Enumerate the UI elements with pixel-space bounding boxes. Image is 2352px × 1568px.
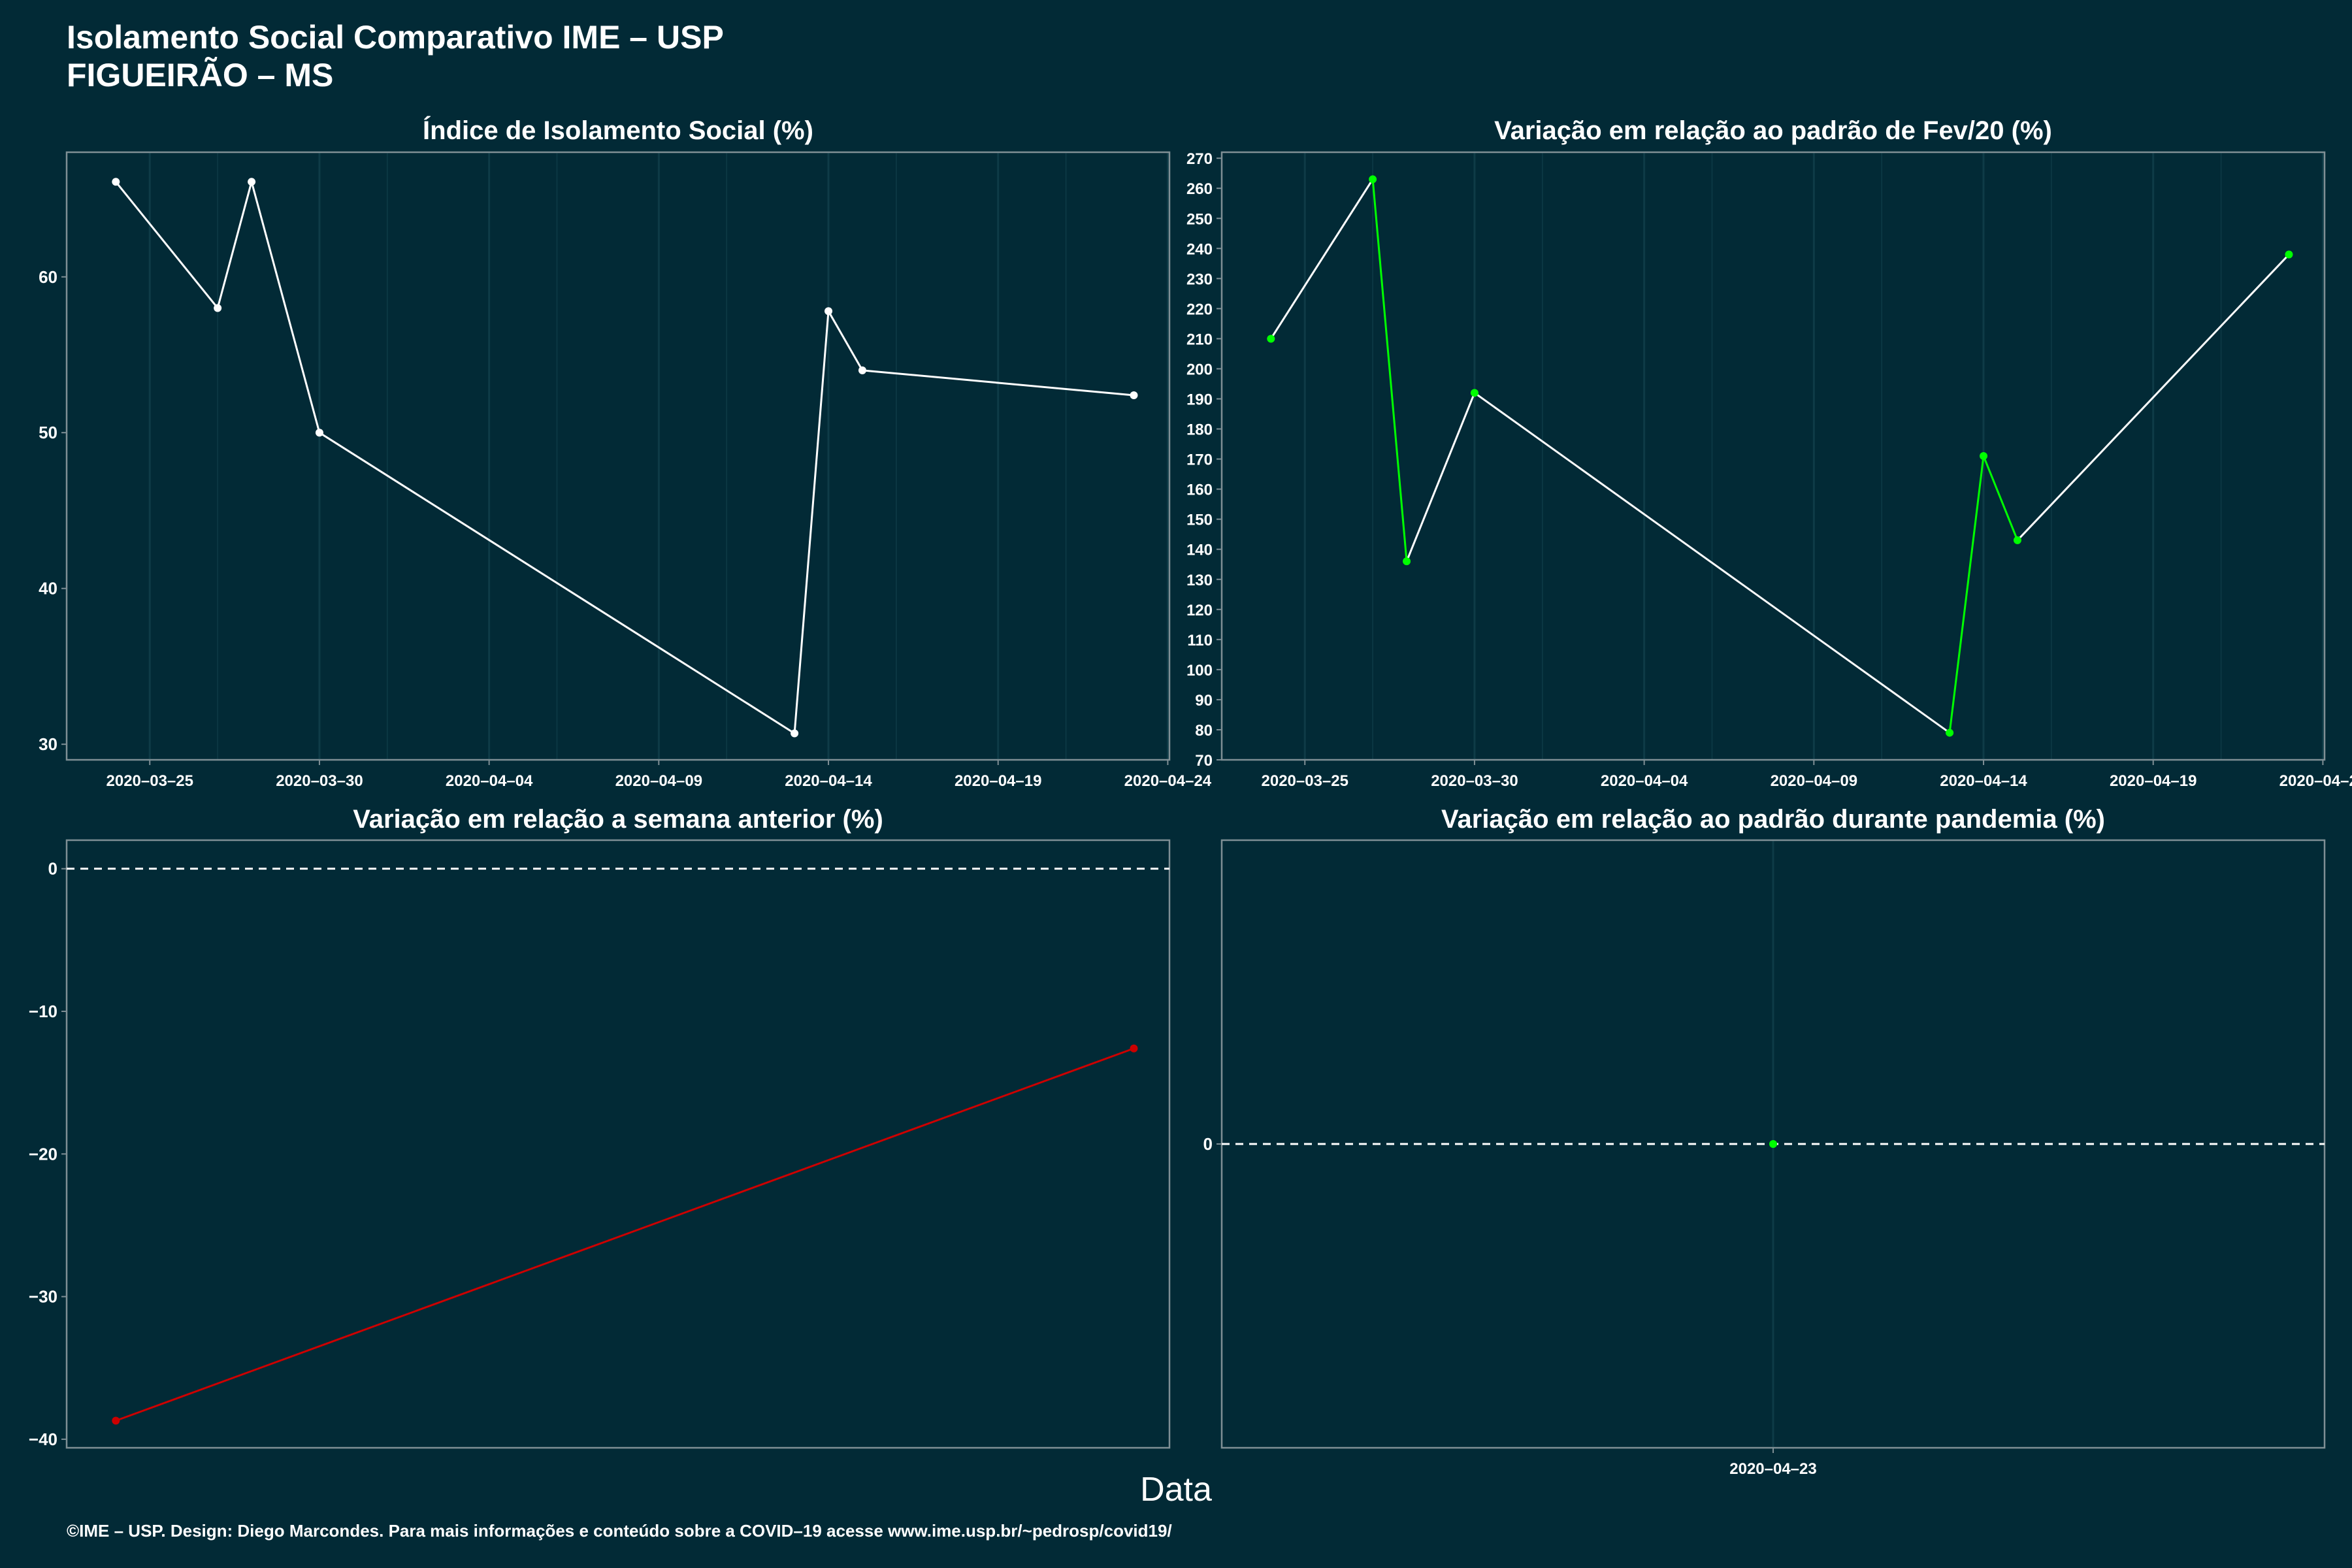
variation-feb-point-3	[1470, 389, 1478, 397]
variation-feb-panel-border	[1220, 151, 2326, 761]
variation-week-segment-0	[115, 1047, 1134, 1422]
variation-feb-x-tick-label-3: 2020–04–09	[1771, 772, 1857, 790]
variation-feb-segment-3	[1474, 392, 1950, 734]
isolation-index-point-2	[248, 178, 256, 186]
footer-credits: ©IME – USP. Design: Diego Marcondes. Par…	[67, 1521, 1172, 1541]
isolation-index-segment-3	[319, 431, 795, 734]
variation-pandemic-y-tick-label-0: 0	[1203, 1134, 1213, 1154]
variation-week-y-tick-label-4: 0	[48, 859, 57, 879]
isolation-index-point-1	[214, 304, 222, 312]
isolation-index-x-tick-label-2: 2020–04–04	[446, 772, 533, 790]
isolation-index-segment-0	[115, 181, 219, 309]
variation-feb-segment-5	[1982, 455, 2019, 541]
variation-feb-y-tick-label-1: 80	[1195, 722, 1213, 740]
isolation-index-point-0	[112, 178, 120, 186]
isolation-index-point-3	[315, 429, 323, 437]
variation-feb-y-tick-label-12: 190	[1186, 391, 1213, 409]
isolation-index-y-tick-label-1: 40	[39, 579, 57, 598]
variation-feb-y-tick-label-15: 220	[1186, 301, 1213, 318]
panel-title-variation-pandemic: Variação em relação ao padrão durante pa…	[1441, 805, 2105, 834]
panel-title-variation-week: Variação em relação a semana anterior (%…	[353, 805, 883, 834]
main-title: Isolamento Social Comparativo IME – USP …	[67, 19, 724, 93]
variation-feb-point-1	[1369, 175, 1377, 184]
variation-feb-x-tick-label-1: 2020–03–30	[1431, 772, 1518, 790]
isolation-index-point-6	[858, 366, 866, 374]
variation-feb-segment-6	[2016, 253, 2290, 541]
variation-feb-y-tick-label-10: 170	[1186, 451, 1213, 469]
variation-week-point-1	[1130, 1044, 1138, 1053]
isolation-index-segment-6	[862, 369, 1134, 397]
variation-feb-segment-2	[1405, 392, 1476, 562]
variation-week-y-tick-label-2: −20	[29, 1144, 57, 1164]
isolation-index-segment-5	[827, 310, 864, 371]
isolation-index-x-tick-label-1: 2020–03–30	[276, 772, 363, 790]
variation-feb-point-7	[2285, 250, 2293, 259]
isolation-index-point-5	[825, 307, 833, 316]
variation-feb-y-tick-label-4: 110	[1187, 632, 1213, 649]
variation-feb-y-tick-label-9: 160	[1186, 482, 1213, 499]
isolation-index-segment-2	[250, 181, 321, 433]
variation-feb-y-tick-label-11: 180	[1186, 421, 1213, 439]
isolation-index-point-4	[791, 729, 799, 738]
variation-feb-point-2	[1403, 557, 1411, 566]
isolation-index-x-tick-label-5: 2020–04–19	[955, 772, 1041, 790]
isolation-index-y-tick-label-2: 50	[39, 423, 57, 442]
variation-feb-y-tick-label-2: 90	[1195, 692, 1213, 710]
variation-feb-y-tick-label-7: 140	[1186, 542, 1213, 559]
variation-feb-segment-1	[1371, 179, 1408, 562]
variation-week-point-0	[112, 1416, 120, 1425]
variation-feb-x-tick-label-4: 2020–04–14	[1940, 772, 2027, 790]
variation-feb-y-tick-label-5: 120	[1186, 602, 1213, 619]
isolation-index-x-tick-label-3: 2020–04–09	[615, 772, 702, 790]
variation-feb-y-tick-label-8: 150	[1186, 512, 1213, 529]
x-axis-title: Data	[1140, 1471, 1212, 1509]
variation-week-y-tick-label-1: −30	[29, 1287, 57, 1307]
isolation-index-segment-4	[793, 311, 830, 734]
variation-week-panel-border	[65, 839, 1171, 1449]
variation-feb-y-tick-label-3: 100	[1186, 662, 1213, 679]
variation-feb-y-tick-label-6: 130	[1186, 572, 1213, 589]
variation-feb-y-tick-label-13: 200	[1186, 361, 1213, 378]
variation-feb-y-tick-label-18: 250	[1186, 210, 1213, 228]
variation-feb-y-tick-label-16: 230	[1186, 270, 1213, 288]
isolation-index-x-tick-label-0: 2020–03–25	[106, 772, 193, 790]
variation-feb-segment-0	[1270, 178, 1374, 340]
variation-feb-x-tick-label-5: 2020–04–19	[2110, 772, 2197, 790]
variation-week-y-tick-label-0: −40	[29, 1429, 57, 1449]
variation-feb-point-0	[1267, 335, 1275, 343]
variation-feb-y-tick-label-19: 260	[1186, 180, 1213, 198]
variation-week-y-tick-label-3: −10	[29, 1002, 57, 1021]
variation-feb-y-tick-label-14: 210	[1186, 331, 1213, 348]
variation-feb-point-5	[1980, 452, 1988, 460]
variation-feb-point-4	[1946, 728, 1954, 737]
isolation-index-segment-1	[216, 181, 253, 308]
variation-feb-x-tick-label-2: 2020–04–04	[1601, 772, 1688, 790]
variation-feb-segment-4	[1948, 455, 1985, 733]
isolation-index-x-tick-label-4: 2020–04–14	[785, 772, 872, 790]
isolation-index-point-7	[1130, 391, 1138, 399]
variation-feb-x-tick-label-6: 2020–04–24	[2279, 772, 2352, 790]
isolation-index-y-tick-label-0: 30	[39, 734, 57, 754]
variation-feb-y-tick-label-0: 70	[1195, 752, 1213, 770]
isolation-index-panel-border	[65, 151, 1171, 761]
variation-feb-y-tick-label-17: 240	[1186, 240, 1213, 258]
variation-pandemic-x-tick-label-0: 2020–04–23	[1729, 1460, 1816, 1478]
panel-title-isolation-index: Índice de Isolamento Social (%)	[423, 116, 813, 145]
variation-pandemic-point-0	[1769, 1140, 1777, 1148]
panel-title-variation-feb: Variação em relação ao padrão de Fev/20 …	[1494, 116, 2052, 145]
variation-feb-y-tick-label-20: 270	[1186, 150, 1213, 168]
isolation-index-y-tick-label-3: 60	[39, 267, 57, 287]
variation-feb-x-tick-label-0: 2020–03–25	[1262, 772, 1348, 790]
isolation-index-x-tick-label-6: 2020–04–24	[1124, 772, 1212, 790]
variation-feb-point-6	[2013, 536, 2021, 544]
